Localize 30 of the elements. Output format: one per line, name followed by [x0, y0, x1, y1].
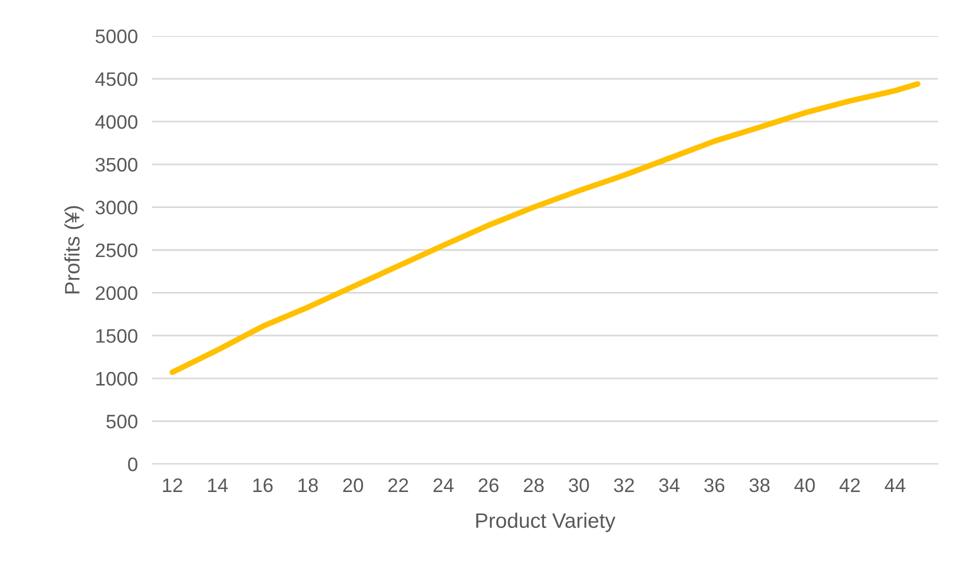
x-tick-label: 14 — [208, 478, 228, 492]
y-tick-label: 3500 — [96, 158, 138, 172]
x-axis-title: Product Variety — [476, 512, 616, 532]
y-tick-label: 3000 — [96, 200, 138, 214]
x-tick-label: 36 — [704, 478, 724, 492]
x-tick-label: 22 — [388, 478, 408, 492]
x-tick-label: 34 — [659, 478, 680, 492]
y-tick-label: 1500 — [96, 329, 138, 343]
x-tick-label: 12 — [162, 478, 182, 492]
x-tick-label: 20 — [343, 478, 364, 492]
x-tick-label: 24 — [434, 478, 454, 492]
y-tick-label: 500 — [106, 414, 138, 428]
x-tick-label: 18 — [298, 478, 318, 492]
y-tick-label: 4000 — [95, 115, 138, 129]
y-axis-title: Profits (¥) — [64, 206, 84, 294]
y-tick-label: 0 — [128, 457, 138, 472]
y-tick-label: 2000 — [96, 286, 138, 300]
y-tick-label: 2500 — [96, 243, 138, 258]
x-tick-label: 42 — [840, 478, 860, 492]
x-tick-label: 32 — [614, 478, 634, 492]
x-tick-label: 26 — [478, 478, 498, 492]
x-tick-label: 28 — [524, 478, 544, 492]
x-tick-label: 30 — [568, 478, 589, 492]
x-tick-label: 16 — [253, 478, 273, 492]
y-tick-label: 4500 — [95, 72, 138, 86]
y-tick-label: 5000 — [96, 29, 138, 44]
y-tick-label: 1000 — [96, 372, 138, 386]
x-tick-label: 40 — [794, 478, 815, 492]
x-tick-label: 44 — [884, 478, 906, 492]
x-tick-label: 38 — [749, 478, 770, 492]
